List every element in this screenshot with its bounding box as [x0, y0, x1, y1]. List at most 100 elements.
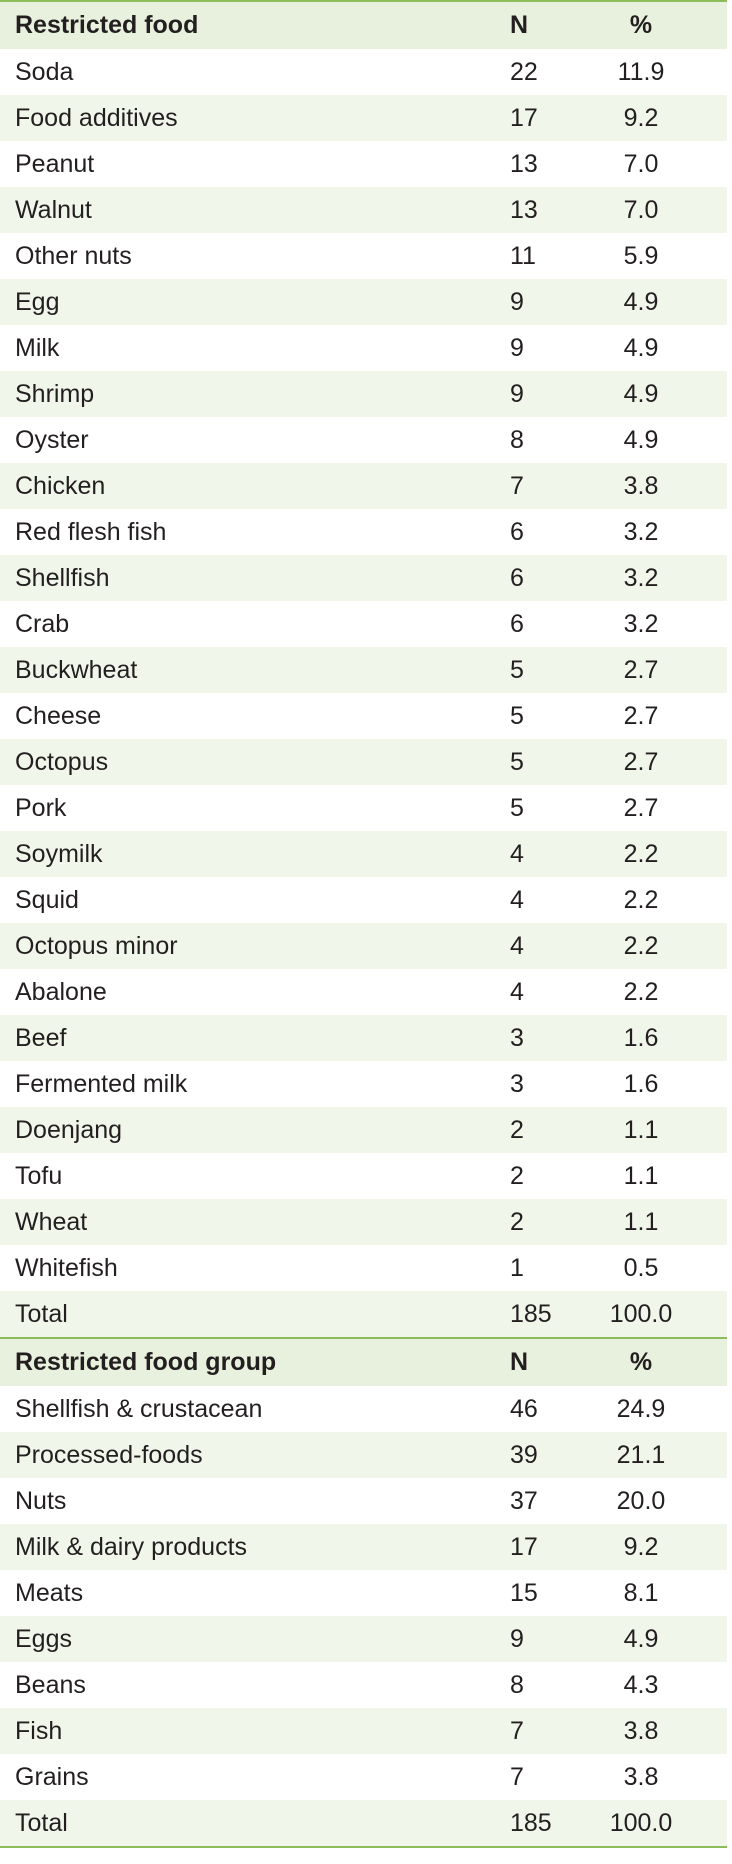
percent-cell: 2.7 — [505, 785, 727, 831]
food-name-cell: Pork — [0, 785, 340, 831]
food-name-cell: Buckwheat — [0, 647, 340, 693]
count-cell: 7 — [340, 463, 524, 509]
count-cell: 1 — [340, 1245, 524, 1291]
percent-cell: 1.1 — [505, 1107, 727, 1153]
table-row: Doenjang 2 1.1 — [0, 1107, 727, 1153]
count-cell: 3 — [340, 1061, 524, 1107]
percent-cell: 1.6 — [505, 1061, 727, 1107]
percent-cell: 7.0 — [505, 141, 727, 187]
table-row: Peanut 13 7.0 — [0, 141, 727, 187]
percent-cell: 4.9 — [505, 325, 727, 371]
count-cell: 6 — [340, 601, 524, 647]
percent-cell: 9.2 — [505, 1524, 727, 1570]
food-name-cell: Shrimp — [0, 371, 340, 417]
table-row: Octopus 5 2.7 — [0, 739, 727, 785]
column-header-n: N — [340, 1, 528, 49]
percent-cell: 3.8 — [505, 1754, 727, 1800]
food-name-cell: Octopus minor — [0, 923, 340, 969]
count-cell: 37 — [340, 1478, 538, 1524]
food-name-cell: Beef — [0, 1015, 340, 1061]
percent-cell: 2.2 — [505, 969, 727, 1015]
count-cell: 17 — [340, 95, 538, 141]
percent-cell: 4.9 — [505, 1616, 727, 1662]
food-name-cell: Total — [0, 1800, 340, 1847]
percent-cell: 3.2 — [505, 601, 727, 647]
count-cell: 17 — [340, 1524, 538, 1570]
count-cell: 4 — [340, 923, 524, 969]
percent-cell: 9.2 — [505, 95, 727, 141]
table-row: Octopus minor 4 2.2 — [0, 923, 727, 969]
count-cell: 5 — [340, 785, 524, 831]
table-row: Total 185 100.0 — [0, 1800, 727, 1847]
table-row: Beans 8 4.3 — [0, 1662, 727, 1708]
percent-cell: 7.0 — [505, 187, 727, 233]
food-name-cell: Crab — [0, 601, 340, 647]
food-name-cell: Fish — [0, 1708, 340, 1754]
table-row: Shellfish & crustacean 46 24.9 — [0, 1386, 727, 1432]
food-name-cell: Processed-foods — [0, 1432, 340, 1478]
percent-cell: 1.6 — [505, 1015, 727, 1061]
percent-cell: 2.2 — [505, 877, 727, 923]
restricted-food-section: Restricted food N % Soda 22 11.9 Food addit… — [0, 1, 727, 1338]
count-cell: 4 — [340, 969, 524, 1015]
food-name-cell: Shellfish & crustacean — [0, 1386, 340, 1432]
count-cell: 9 — [340, 1616, 524, 1662]
count-cell: 39 — [340, 1432, 538, 1478]
table-row: Shrimp 9 4.9 — [0, 371, 727, 417]
percent-cell: 11.9 — [505, 49, 727, 95]
table-row: Chicken 7 3.8 — [0, 463, 727, 509]
food-name-cell: Chicken — [0, 463, 340, 509]
table-row: Beef 3 1.6 — [0, 1015, 727, 1061]
table-row: Wheat 2 1.1 — [0, 1199, 727, 1245]
percent-cell: 3.8 — [505, 1708, 727, 1754]
table-row: Walnut 13 7.0 — [0, 187, 727, 233]
count-cell: 7 — [340, 1708, 524, 1754]
table-row: Oyster 8 4.9 — [0, 417, 727, 463]
food-name-cell: Eggs — [0, 1616, 340, 1662]
table-row: Milk & dairy products 17 9.2 — [0, 1524, 727, 1570]
food-name-cell: Food additives — [0, 95, 340, 141]
count-cell: 2 — [340, 1107, 524, 1153]
percent-cell: 2.2 — [505, 923, 727, 969]
percent-cell: 4.9 — [505, 279, 727, 325]
food-name-cell: Nuts — [0, 1478, 340, 1524]
table-row: Egg 9 4.9 — [0, 279, 727, 325]
food-name-cell: Egg — [0, 279, 340, 325]
percent-cell: 20.0 — [505, 1478, 727, 1524]
count-cell: 9 — [340, 325, 524, 371]
food-name-cell: Peanut — [0, 141, 340, 187]
food-name-cell: Meats — [0, 1570, 340, 1616]
table-row: Other nuts 11 5.9 — [0, 233, 727, 279]
table-row: Fermented milk 3 1.6 — [0, 1061, 727, 1107]
food-name-cell: Total — [0, 1291, 340, 1338]
percent-cell: 2.7 — [505, 739, 727, 785]
count-cell: 4 — [340, 877, 524, 923]
percent-cell: 5.9 — [505, 233, 727, 279]
food-name-cell: Whitefish — [0, 1245, 340, 1291]
header-row: Restricted food group N % — [0, 1338, 727, 1386]
table-row: Whitefish 1 0.5 — [0, 1245, 727, 1291]
table-row: Grains 7 3.8 — [0, 1754, 727, 1800]
count-cell: 7 — [340, 1754, 524, 1800]
food-name-cell: Fermented milk — [0, 1061, 340, 1107]
table-row: Abalone 4 2.2 — [0, 969, 727, 1015]
count-cell: 46 — [340, 1386, 538, 1432]
table-row: Cheese 5 2.7 — [0, 693, 727, 739]
food-name-cell: Octopus — [0, 739, 340, 785]
percent-cell: 2.2 — [505, 831, 727, 877]
count-cell: 6 — [340, 555, 524, 601]
food-name-cell: Shellfish — [0, 555, 340, 601]
percent-cell: 4.9 — [505, 371, 727, 417]
percent-cell: 3.2 — [505, 509, 727, 555]
table-row: Milk 9 4.9 — [0, 325, 727, 371]
food-name-cell: Soda — [0, 49, 340, 95]
count-cell: 15 — [340, 1570, 538, 1616]
food-name-cell: Milk — [0, 325, 340, 371]
percent-cell: 8.1 — [505, 1570, 727, 1616]
food-name-cell: Doenjang — [0, 1107, 340, 1153]
column-header-percent: % — [505, 1338, 727, 1386]
percent-cell: 4.9 — [505, 417, 727, 463]
count-cell: 185 — [340, 1291, 552, 1338]
